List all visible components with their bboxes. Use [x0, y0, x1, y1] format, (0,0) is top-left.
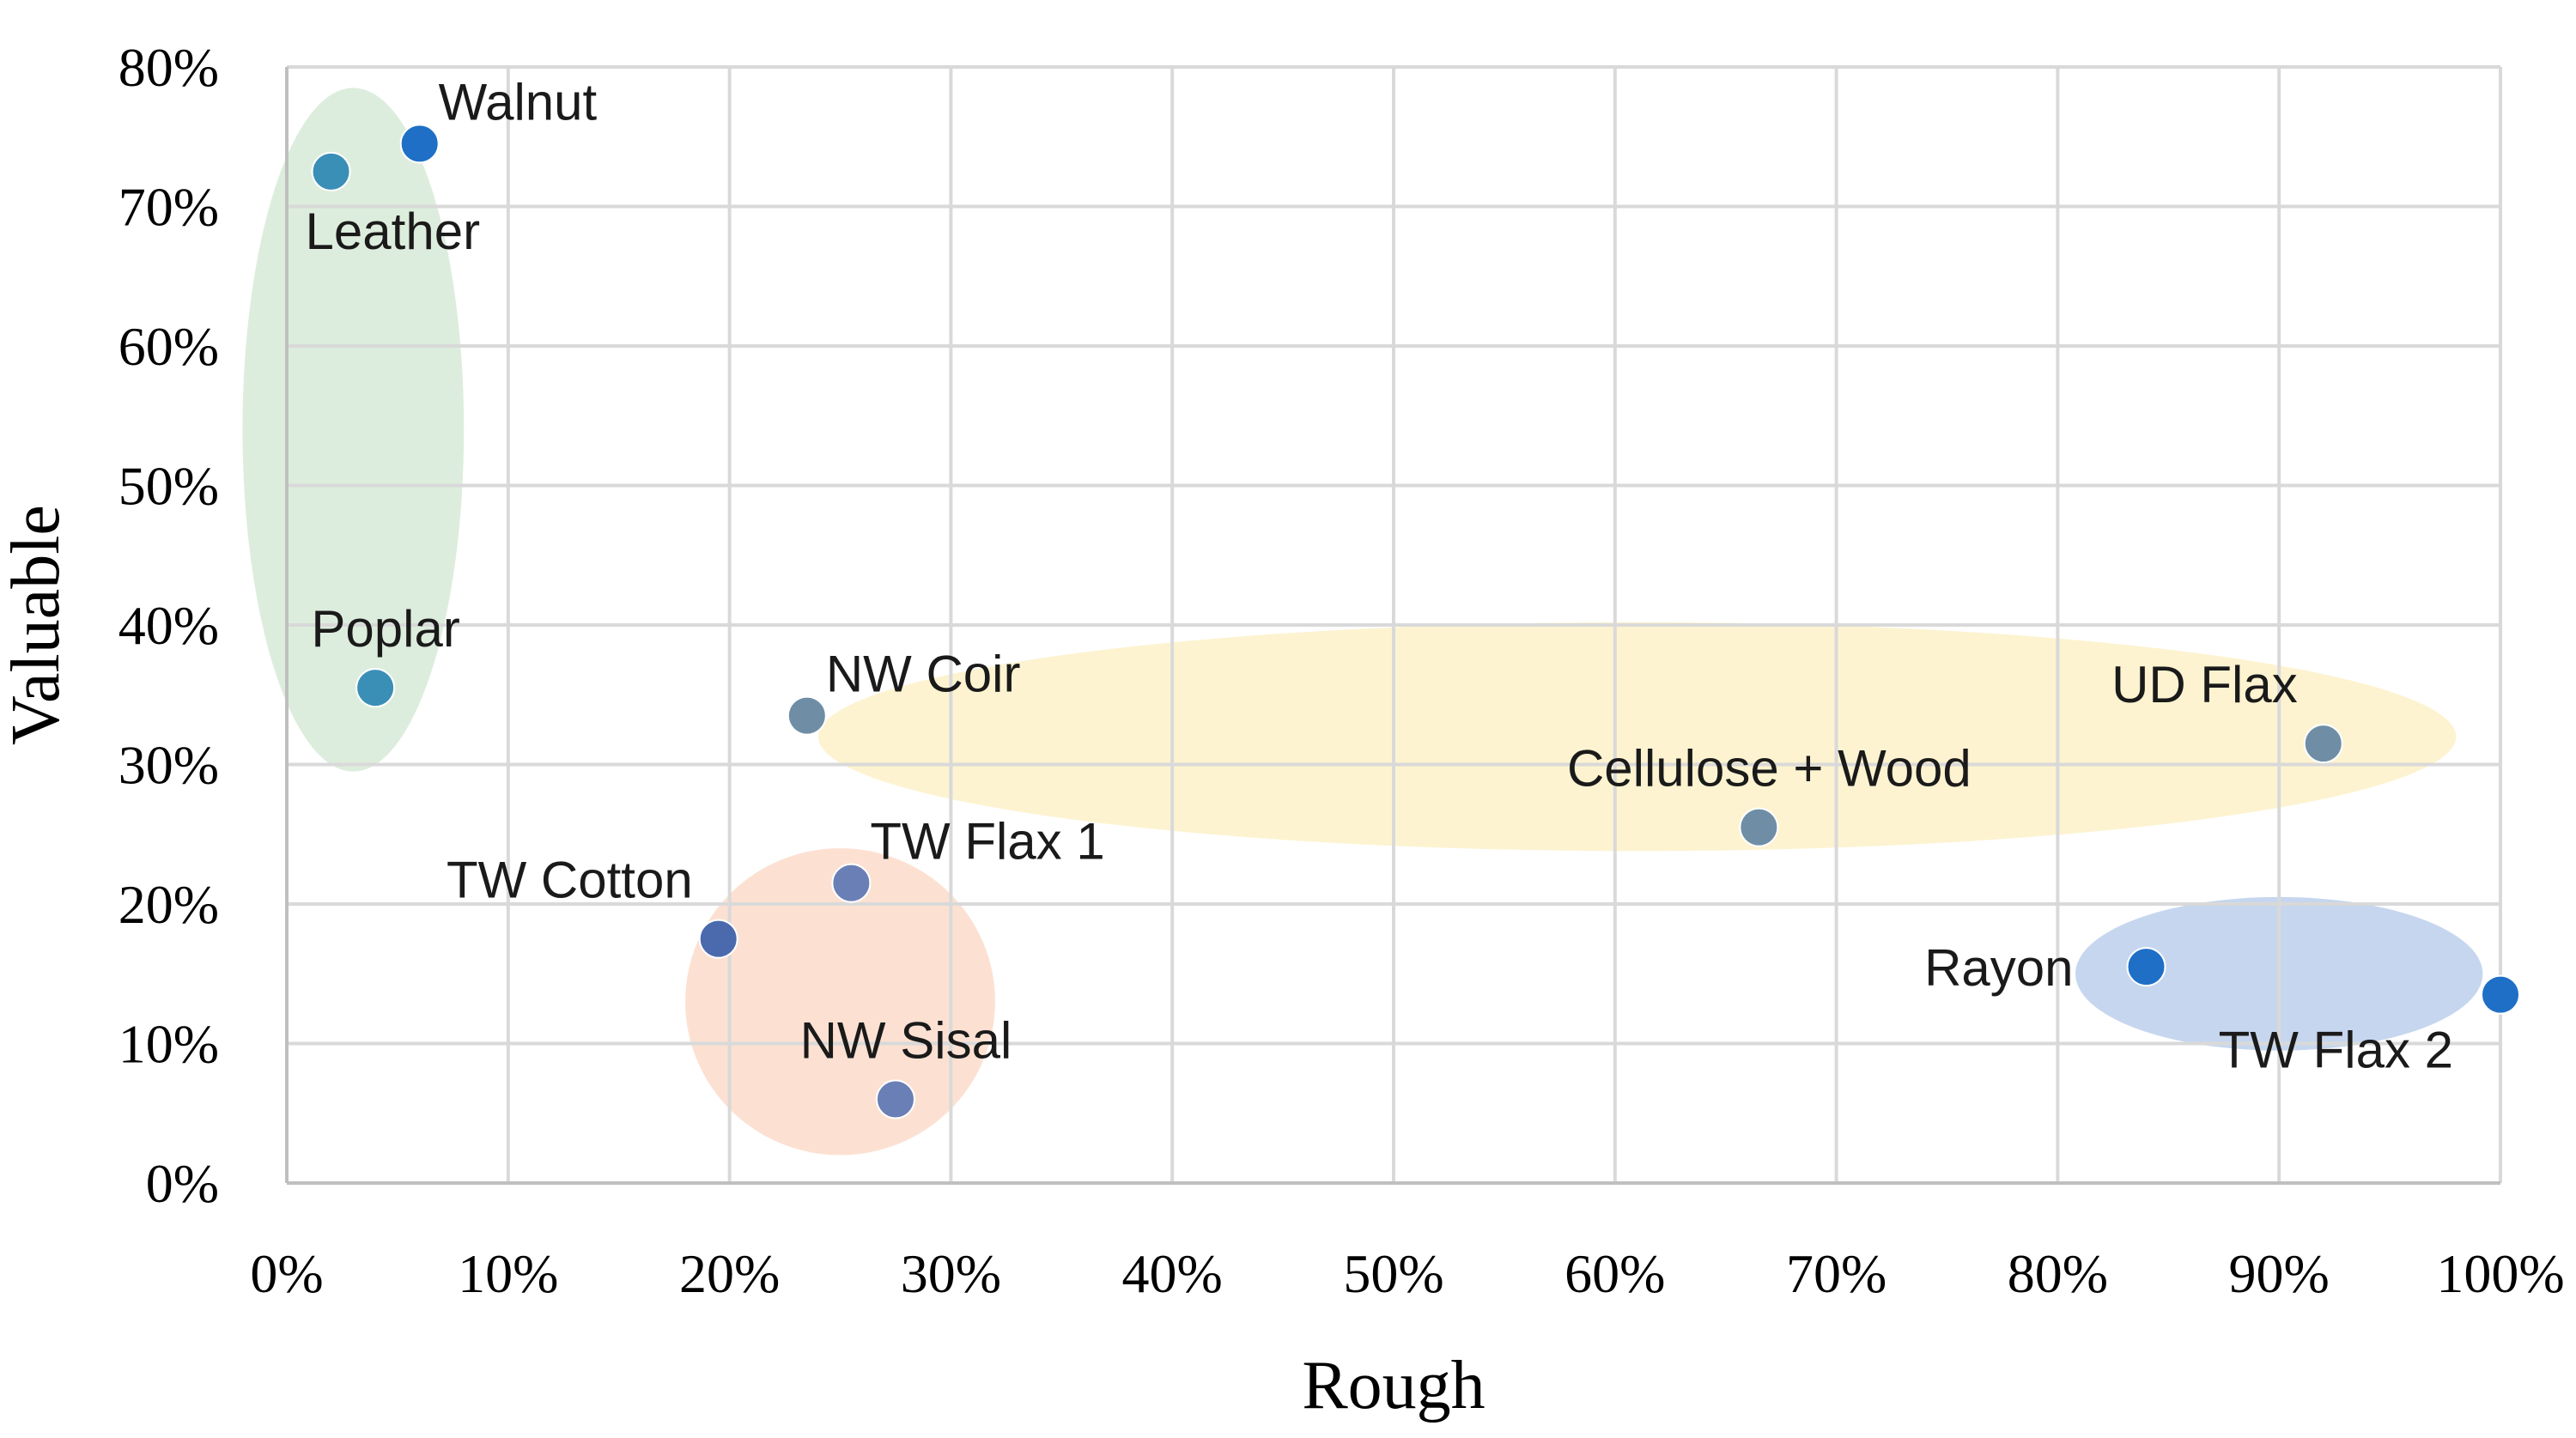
point-label: Rayon	[1924, 939, 2073, 997]
x-tick-label: 0%	[250, 1243, 323, 1304]
point-label: NW Coir	[826, 646, 1021, 703]
x-tick-label: 90%	[2229, 1243, 2330, 1304]
scatter-point	[831, 863, 872, 903]
point-label: Cellulose + Wood	[1567, 740, 1971, 798]
x-tick-label: 10%	[458, 1243, 558, 1304]
y-tick-label: 30%	[118, 735, 219, 796]
x-tick-label: 30%	[901, 1243, 1001, 1304]
group-ellipses	[242, 88, 2483, 1156]
x-tick-label: 80%	[2008, 1243, 2108, 1304]
axes	[285, 67, 2500, 1185]
scatter-point	[2126, 947, 2166, 987]
point-labels: Walnut Leather Poplar NW Coir TW Flax 1 TW Co…	[306, 73, 2453, 1078]
y-tick-label: 10%	[118, 1014, 219, 1075]
scatter-point	[355, 668, 396, 708]
y-tick-label: 40%	[118, 595, 219, 656]
y-tick-labels: 0% 10% 20% 30% 40% 50% 60% 70% 80%	[118, 37, 219, 1214]
point-label: NW Sisal	[800, 1012, 1012, 1070]
point-label: TW Flax 1	[870, 813, 1104, 871]
y-tick-label: 0%	[146, 1153, 219, 1214]
x-tick-label: 40%	[1122, 1243, 1223, 1304]
scatter-point	[399, 124, 440, 164]
point-label: Poplar	[311, 600, 459, 658]
x-axis-title: Rough	[1302, 1348, 1485, 1423]
x-tick-label: 100%	[2436, 1243, 2564, 1304]
group-ellipse	[242, 88, 465, 772]
scatter-point	[2303, 724, 2343, 764]
group-ellipse	[817, 622, 2457, 852]
gridlines	[287, 65, 2502, 1183]
y-tick-label: 60%	[118, 316, 219, 377]
point-label: TW Cotton	[447, 852, 693, 909]
point-label: Leather	[306, 203, 481, 260]
scatter-point	[698, 919, 738, 959]
scatter-point	[2481, 974, 2520, 1015]
point-label: UD Flax	[2111, 656, 2298, 713]
y-tick-label: 20%	[118, 874, 219, 935]
group-ellipse	[685, 848, 995, 1156]
point-label: TW Flax 2	[2219, 1022, 2453, 1079]
scatter-point	[311, 151, 351, 191]
y-axis-title: Valuable	[0, 505, 74, 745]
x-tick-label: 50%	[1343, 1243, 1443, 1304]
scatter-point	[875, 1079, 915, 1119]
scatter-point	[1739, 807, 1779, 847]
y-tick-label: 70%	[118, 177, 219, 238]
y-tick-label: 80%	[118, 37, 219, 98]
point-label: Walnut	[439, 73, 598, 130]
y-tick-label: 50%	[118, 456, 219, 517]
x-tick-label: 70%	[1786, 1243, 1886, 1304]
x-tick-label: 60%	[1564, 1243, 1665, 1304]
x-tick-label: 20%	[679, 1243, 780, 1304]
data-points	[311, 124, 2520, 1119]
scatter-point	[787, 695, 827, 736]
x-tick-labels: 0% 10% 20% 30% 40% 50% 60% 70% 80% 90% 100%	[250, 1243, 2564, 1304]
